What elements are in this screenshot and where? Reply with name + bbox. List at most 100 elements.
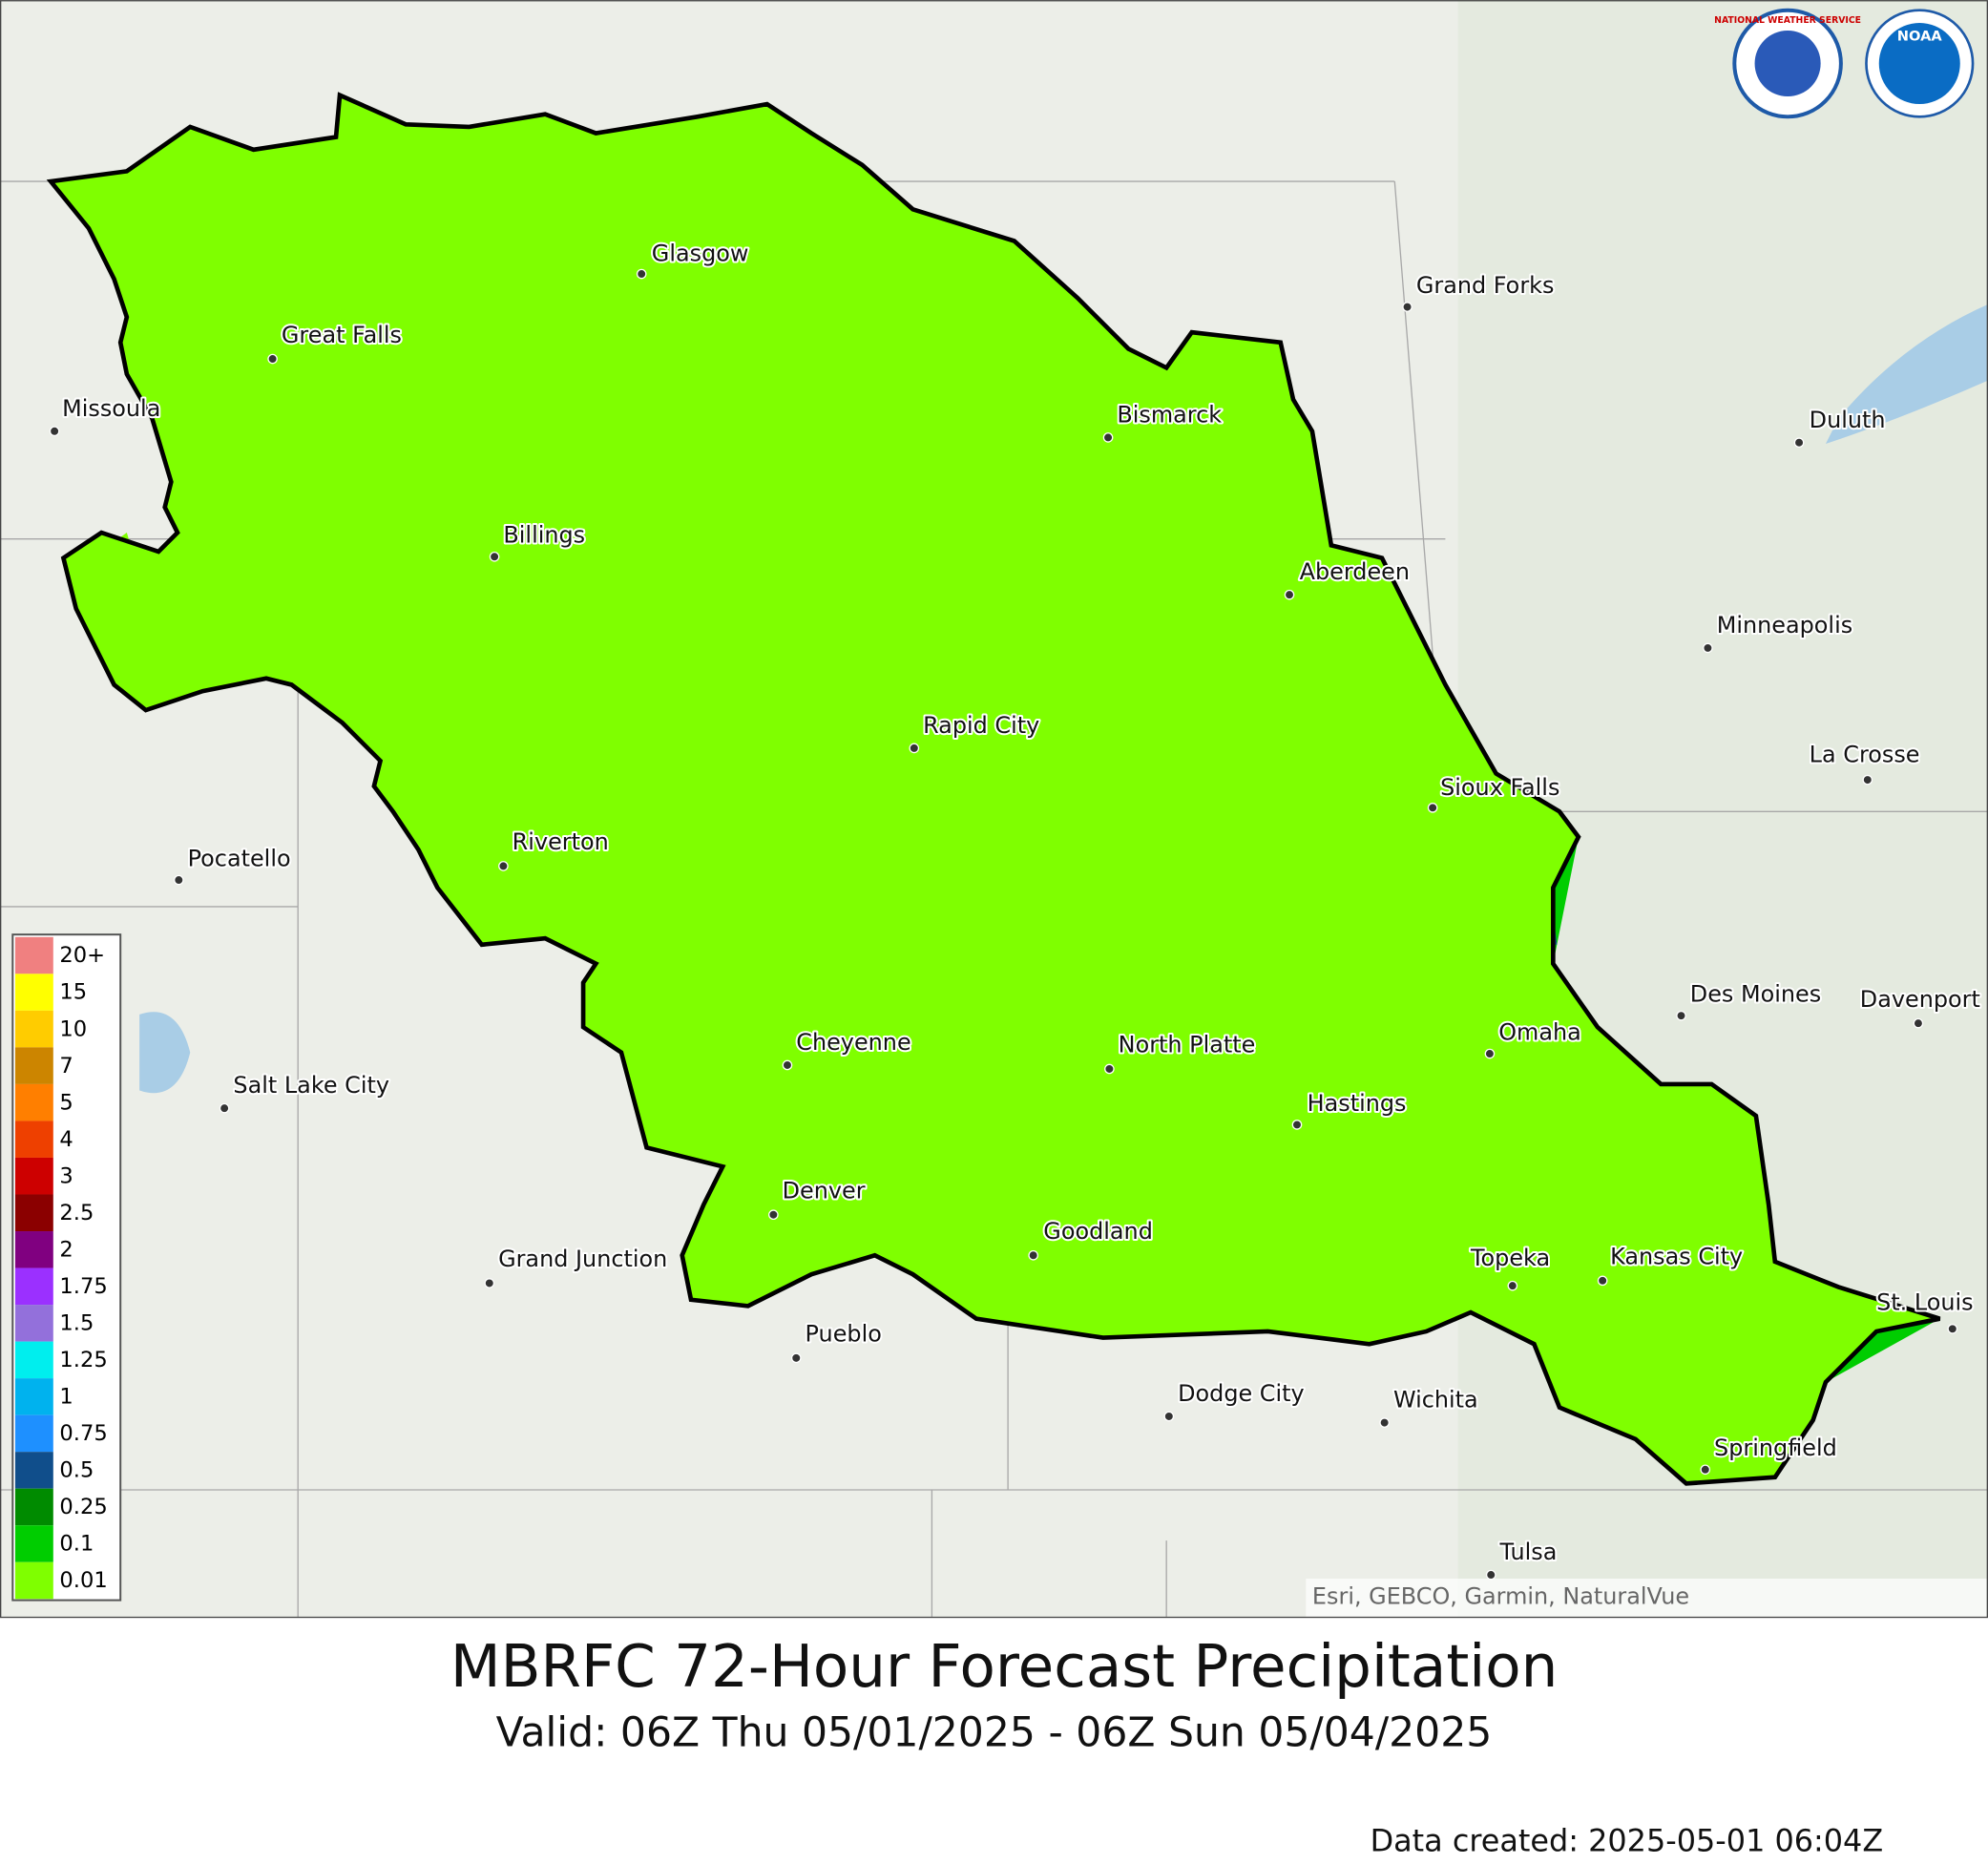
city-label: Grand Junction: [498, 1246, 667, 1272]
city-dot: [1507, 1280, 1518, 1291]
legend-label: 1.75: [59, 1274, 107, 1299]
city-dot: [1947, 1323, 1958, 1334]
legend: 20+ 15 10 7 5 4 3 2.5 2 1.75 1.5 1.25 1 0.75 0.5 0.25 0.…: [11, 933, 122, 1602]
city-dot: [1484, 1048, 1496, 1059]
subtitle: Valid: 06Z Thu 05/01/2025 - 06Z Sun 05/0…: [496, 1709, 1493, 1756]
legend-label: 7: [59, 1054, 73, 1079]
legend-swatch: [14, 974, 53, 1011]
city-label: Tulsa: [1499, 1539, 1558, 1565]
city-label: Minneapolis: [1717, 612, 1852, 639]
legend-swatch: [14, 1488, 53, 1526]
city-dot: [489, 551, 500, 562]
city-label: La Crosse: [1810, 741, 1920, 767]
legend-swatch: [14, 1231, 53, 1268]
city-label: Dodge City: [1178, 1380, 1305, 1407]
legend-swatch: [14, 1341, 53, 1379]
city-dot: [1597, 1275, 1608, 1287]
city-dot: [484, 1278, 495, 1288]
city-dot: [173, 874, 184, 886]
legend-swatch: [14, 1452, 53, 1489]
city-dot: [1485, 1569, 1496, 1581]
city-dot: [1913, 1017, 1924, 1029]
legend-label: 5: [59, 1090, 73, 1115]
city-dot: [219, 1102, 230, 1114]
city-label: Duluth: [1810, 407, 1886, 433]
nws-logo-text: NATIONAL WEATHER SERVICE: [1714, 15, 1861, 26]
city-label: Bismarck: [1117, 401, 1222, 428]
legend-label: 0.1: [59, 1532, 94, 1557]
city-label: St. Louis: [1876, 1288, 1974, 1315]
legend-label: 3: [59, 1163, 73, 1188]
city-label: Aberdeen: [1300, 558, 1410, 585]
data-created: Data created: 2025-05-01 06:04Z: [1371, 1823, 1884, 1859]
legend-label: 0.01: [59, 1568, 107, 1593]
nws-logo-center: [1754, 30, 1821, 97]
legend-swatch: [14, 1378, 53, 1415]
city-label: Kansas City: [1610, 1244, 1743, 1270]
title: MBRFC 72-Hour Forecast Precipitation: [450, 1633, 1558, 1701]
legend-label: 4: [59, 1127, 73, 1152]
city-dot: [1284, 589, 1295, 600]
legend-label: 0.25: [59, 1495, 107, 1519]
city-label: Topeka: [1470, 1245, 1550, 1271]
legend-label: 1.5: [59, 1310, 94, 1335]
city-dot: [49, 426, 60, 437]
city-dot: [1102, 432, 1114, 443]
basin: [51, 95, 1939, 1484]
legend-label: 1: [59, 1385, 73, 1410]
legend-label: 0.5: [59, 1458, 94, 1483]
city-dot: [1104, 1063, 1115, 1075]
legend-swatch: [14, 1120, 53, 1158]
city-dot: [782, 1059, 793, 1071]
legend-swatch: [14, 1157, 53, 1195]
legend-label: 1.25: [59, 1348, 107, 1372]
city-dot: [1862, 774, 1873, 785]
legend-swatch: [14, 936, 53, 974]
city-label: Riverton: [513, 828, 609, 855]
city-label: Denver: [783, 1177, 866, 1204]
city-dot: [1379, 1417, 1390, 1428]
city-label: Cheyenne: [796, 1029, 910, 1056]
legend-swatch: [14, 1047, 53, 1084]
logos: NATIONAL WEATHER SERVICE NOAA: [1714, 8, 1975, 119]
legend-swatch: [14, 1561, 53, 1600]
city-label: Sioux Falls: [1440, 774, 1559, 801]
legend-swatch: [14, 1305, 53, 1342]
city-dot: [768, 1209, 779, 1221]
city-label: Pocatello: [188, 845, 291, 871]
legend-label: 10: [59, 1016, 87, 1041]
legend-swatch: [14, 1083, 53, 1121]
city-label: Davenport: [1860, 986, 1980, 1013]
city-label: Salt Lake City: [233, 1072, 389, 1099]
city-dot: [790, 1352, 802, 1364]
city-dot: [636, 268, 647, 280]
city-label: Grand Forks: [1416, 272, 1555, 299]
city-label: Great Falls: [282, 322, 402, 348]
great-salt-lake: [139, 1012, 191, 1094]
city-label: Rapid City: [923, 712, 1039, 739]
city-dot: [267, 353, 278, 365]
noaa-logo-center: [1878, 23, 1960, 105]
city-dot: [498, 861, 509, 871]
legend-label: 2.5: [59, 1201, 94, 1225]
legend-label: 0.75: [59, 1421, 107, 1446]
legend-swatch: [14, 1525, 53, 1562]
city-label: Hastings: [1308, 1090, 1407, 1117]
legend-label: 2: [59, 1237, 73, 1262]
city-dot: [1291, 1120, 1303, 1130]
attribution: Esri, GEBCO, Garmin, NaturalVue: [1312, 1583, 1689, 1610]
city-label: Goodland: [1043, 1218, 1153, 1245]
city-dot: [909, 743, 920, 754]
city-dot: [1028, 1249, 1038, 1261]
noaa-logo-text: NOAA: [1897, 29, 1943, 45]
legend-swatch: [14, 1414, 53, 1453]
city-label: Springfield: [1714, 1435, 1837, 1461]
legend-swatch: [14, 1010, 53, 1048]
city-dot: [1163, 1411, 1175, 1422]
city-label: Omaha: [1498, 1018, 1581, 1045]
city-dot: [1427, 802, 1438, 813]
city-label: Missoula: [62, 395, 160, 422]
city-label: Des Moines: [1690, 981, 1821, 1008]
